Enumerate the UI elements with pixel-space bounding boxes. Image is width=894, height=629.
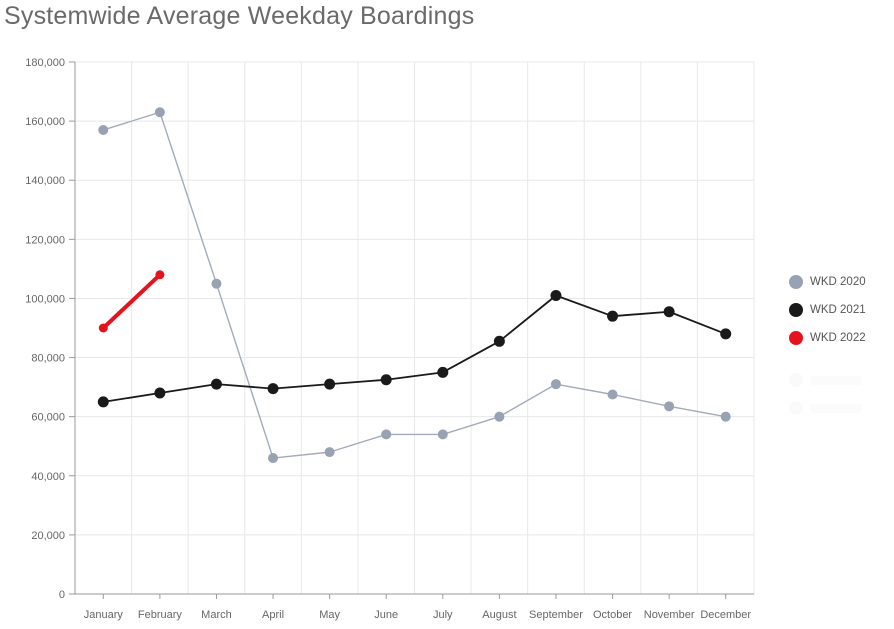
y-tick-label: 160,000 bbox=[25, 116, 65, 128]
series-marker-wkd-2020 bbox=[607, 389, 618, 400]
series-marker-wkd-2020 bbox=[324, 447, 335, 458]
x-tick-label: June bbox=[374, 609, 398, 621]
legend-marker-icon bbox=[789, 331, 803, 345]
y-tick-label: 0 bbox=[59, 589, 65, 601]
x-tick-label: July bbox=[433, 609, 453, 621]
y-tick-label: 180,000 bbox=[25, 57, 65, 69]
series-marker-wkd-2021 bbox=[437, 366, 449, 378]
series-marker-wkd-2020 bbox=[211, 278, 222, 289]
series-marker-wkd-2020 bbox=[550, 379, 561, 390]
x-tick-label: February bbox=[138, 609, 183, 621]
series-marker-wkd-2021 bbox=[267, 383, 279, 395]
series-marker-wkd-2021 bbox=[550, 289, 562, 301]
series-line-wkd-2021 bbox=[102, 294, 727, 403]
series-marker-wkd-2020 bbox=[268, 453, 279, 464]
x-tick-label: May bbox=[319, 609, 340, 621]
legend-label: WKD 2020 bbox=[810, 276, 866, 288]
legend-item-wkd-2022[interactable]: WKD 2022 bbox=[789, 324, 893, 352]
series-marker-wkd-2021 bbox=[210, 378, 222, 390]
series-marker-wkd-2020 bbox=[664, 401, 675, 412]
legend-item-wkd-2020[interactable]: WKD 2020 bbox=[789, 268, 893, 296]
series-marker-wkd-2021 bbox=[97, 396, 109, 408]
x-tick-label: November bbox=[644, 609, 695, 621]
x-tick-label: January bbox=[84, 609, 124, 621]
legend-label-ghost bbox=[810, 375, 862, 385]
series-marker-wkd-2020 bbox=[720, 411, 731, 422]
x-tick-label: April bbox=[262, 609, 284, 621]
legend-label-ghost bbox=[810, 403, 862, 413]
series-marker-wkd-2021 bbox=[493, 335, 505, 347]
legend-disabled-group bbox=[789, 366, 893, 422]
series-marker-wkd-2020 bbox=[437, 429, 448, 440]
series-marker-wkd-2020 bbox=[154, 107, 165, 118]
series-marker-wkd-2021 bbox=[663, 306, 675, 318]
y-tick-label: 40,000 bbox=[31, 471, 65, 483]
series-marker-wkd-2020 bbox=[98, 124, 109, 135]
x-tick-label: September bbox=[529, 609, 583, 621]
legend-marker-icon bbox=[789, 373, 803, 387]
legend-item-wkd-2021[interactable]: WKD 2021 bbox=[789, 296, 893, 324]
series-line-wkd-2022 bbox=[101, 272, 162, 330]
series-marker-wkd-2020 bbox=[381, 429, 392, 440]
legend-item-disabled[interactable] bbox=[789, 394, 893, 422]
series-marker-wkd-2021 bbox=[154, 387, 166, 399]
y-tick-label: 120,000 bbox=[25, 234, 65, 246]
y-tick-label: 80,000 bbox=[31, 353, 65, 365]
series-marker-wkd-2022 bbox=[98, 323, 108, 333]
legend-marker-icon bbox=[789, 275, 803, 289]
x-tick-label: August bbox=[482, 609, 516, 621]
y-tick-label: 140,000 bbox=[25, 175, 65, 187]
chart-title: Systemwide Average Weekday Boardings bbox=[4, 2, 475, 30]
y-tick-label: 100,000 bbox=[25, 293, 65, 305]
series-marker-wkd-2021 bbox=[607, 310, 619, 322]
series-marker-wkd-2021 bbox=[324, 378, 336, 390]
series-marker-wkd-2020 bbox=[494, 411, 505, 422]
y-tick-label: 60,000 bbox=[31, 412, 65, 424]
legend-label: WKD 2022 bbox=[810, 332, 866, 344]
series-marker-wkd-2021 bbox=[380, 374, 392, 386]
series-marker-wkd-2022 bbox=[155, 270, 165, 280]
x-tick-label: March bbox=[201, 609, 232, 621]
x-tick-label: October bbox=[593, 609, 632, 621]
y-tick-label: 20,000 bbox=[31, 530, 65, 542]
legend-label: WKD 2021 bbox=[810, 304, 866, 316]
series-line-wkd-2020 bbox=[102, 111, 727, 459]
legend: WKD 2020 WKD 2021 WKD 2022 bbox=[789, 268, 893, 422]
legend-item-disabled[interactable] bbox=[789, 366, 893, 394]
x-tick-label: December bbox=[700, 609, 751, 621]
series-marker-wkd-2021 bbox=[720, 328, 732, 340]
legend-marker-icon bbox=[789, 401, 803, 415]
legend-marker-icon bbox=[789, 303, 803, 317]
